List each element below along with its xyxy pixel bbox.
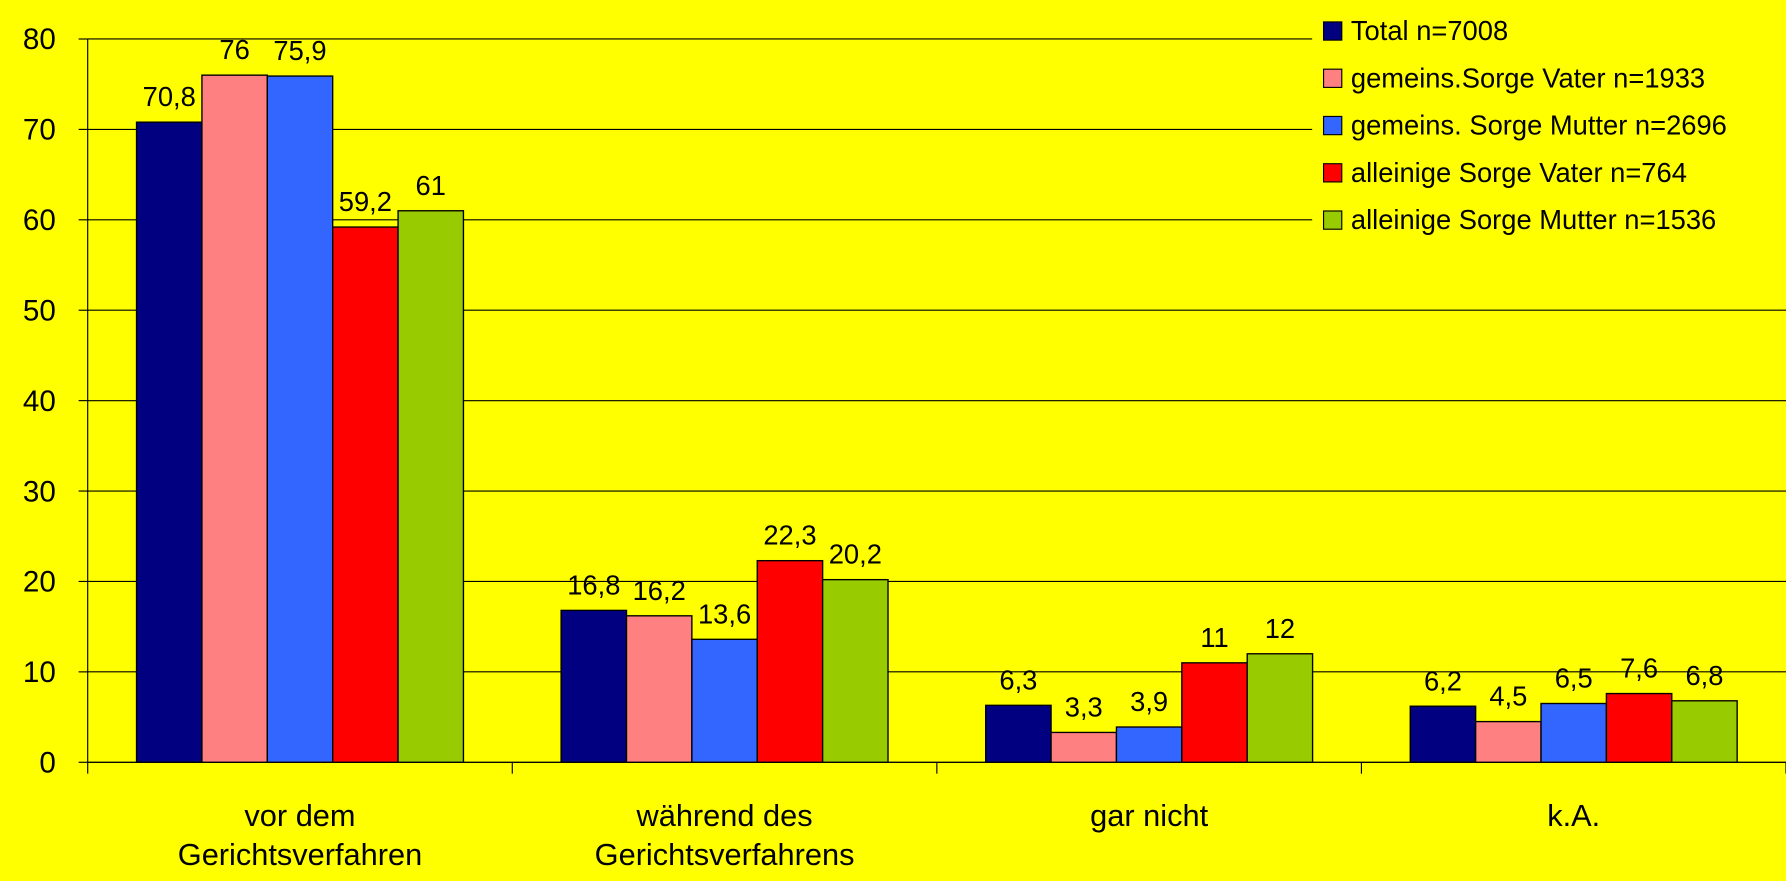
y-tick-label: 10	[23, 656, 56, 689]
bar	[1540, 702, 1608, 763]
bar	[1115, 726, 1183, 763]
bar	[1671, 700, 1738, 763]
y-tick-label: 70	[23, 114, 56, 147]
y-tick-label: 20	[23, 566, 56, 599]
y-tick-label: 60	[23, 204, 56, 237]
bar	[266, 75, 334, 763]
bar	[560, 609, 628, 763]
bar	[1605, 692, 1673, 763]
data-label: 6,3	[999, 664, 1037, 695]
legend-label: alleinige Sorge Vater n=764	[1351, 157, 1687, 188]
bar	[331, 226, 399, 763]
bar	[821, 578, 889, 763]
x-tick-label-box: während des Gerichtsverfahrens	[594, 798, 855, 872]
y-tick-label: 40	[23, 385, 56, 418]
data-label: 6,5	[1555, 663, 1593, 694]
x-tick-label: gar nicht	[1090, 798, 1209, 833]
data-label: 7,6	[1620, 653, 1658, 684]
legend-swatch	[1322, 115, 1343, 136]
data-label: 20,2	[829, 539, 882, 570]
data-label: 11	[1200, 622, 1228, 653]
bar	[625, 615, 693, 763]
data-label: 3,9	[1130, 686, 1168, 717]
data-label: 3,3	[1065, 691, 1103, 722]
bar	[1474, 720, 1542, 763]
bar	[691, 638, 758, 763]
legend-swatch	[1322, 163, 1343, 183]
legend-label: gemeins. Sorge Mutter n=2696	[1351, 110, 1727, 141]
x-tick-label: während des Gerichtsverfahrens	[594, 798, 855, 872]
legend-box	[1312, 9, 1786, 251]
bar	[397, 210, 465, 763]
y-tick-label: 0	[39, 747, 55, 780]
bars: 70,8 76 75,9 59,2 61 16,8 16,2 13,6 22,3 20,2 6,3 3…	[135, 34, 1738, 763]
bar	[756, 559, 824, 763]
data-label: 75,9	[273, 35, 326, 66]
data-label: 76	[219, 34, 249, 65]
data-label: 16,8	[567, 569, 620, 600]
data-label: 16,2	[633, 575, 686, 606]
x-tick-label: k.A.	[1547, 798, 1601, 833]
legend-swatch	[1322, 21, 1343, 41]
x-tick-label-box: k.A.	[1547, 798, 1601, 833]
bar	[201, 74, 268, 763]
legend-label: alleinige Sorge Mutter n=1536	[1351, 204, 1716, 235]
data-label: 4,5	[1489, 681, 1527, 712]
bar	[1181, 662, 1248, 763]
bar	[135, 121, 203, 763]
bar	[1050, 731, 1118, 763]
legend-label: gemeins.Sorge Vater n=1933	[1351, 62, 1705, 93]
data-label: 61	[416, 170, 446, 201]
data-label: 6,8	[1685, 660, 1723, 691]
y-tick-label: 50	[23, 294, 56, 327]
y-tick-label: 30	[23, 475, 56, 508]
data-label: 6,2	[1424, 665, 1462, 696]
legend-swatch	[1322, 210, 1343, 230]
x-tick-label-box: gar nicht	[1090, 798, 1209, 833]
data-label: 59,2	[339, 186, 392, 217]
data-label: 70,8	[143, 81, 196, 112]
legend-swatch	[1322, 68, 1343, 88]
x-tick-label-box: vor dem Gerichtsverfahren	[177, 798, 423, 872]
bar	[1409, 705, 1477, 763]
y-tick-label: 80	[23, 23, 56, 56]
bar	[1246, 653, 1314, 763]
data-label: 22,3	[763, 520, 816, 551]
x-tick-label: vor dem Gerichtsverfahren	[177, 798, 423, 872]
bar	[985, 704, 1052, 763]
data-label: 12	[1265, 613, 1295, 644]
data-label: 13,6	[698, 598, 751, 629]
legend-label: Total n=7008	[1351, 15, 1508, 46]
legend: Total n=7008 gemeins.Sorge Vater n=1933 ge…	[1312, 9, 1786, 251]
